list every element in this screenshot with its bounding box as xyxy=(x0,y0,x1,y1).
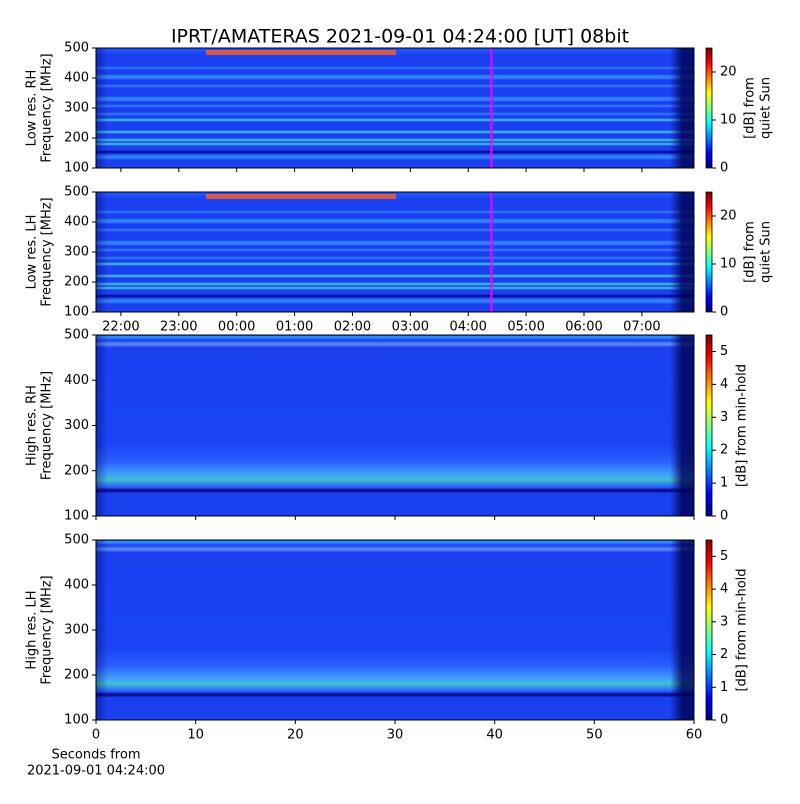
y-tick-label: 400 xyxy=(64,578,89,593)
y-tick-label: 500 xyxy=(64,41,89,56)
colorbar-tick-label: 5 xyxy=(720,549,728,564)
y-axis-label: Low res. LH xyxy=(25,215,40,290)
colorbar-label: quiet Sun xyxy=(759,77,774,139)
spectrogram-edges xyxy=(96,48,694,168)
colorbar-label: [dB] from xyxy=(743,221,758,283)
x-tick-label: 60 xyxy=(686,728,703,743)
colorbar-tick-label: 2 xyxy=(720,647,728,662)
spectrogram-edges xyxy=(96,192,694,312)
colorbar-label: quiet Sun xyxy=(759,221,774,283)
x-tick-label: 02:00 xyxy=(334,320,371,335)
y-axis-label: Frequency [MHz] xyxy=(40,197,55,306)
y-tick-label: 200 xyxy=(64,131,89,146)
colorbar xyxy=(705,334,713,517)
colorbar-tick-label: 20 xyxy=(720,209,737,224)
colorbar xyxy=(705,191,713,313)
x-tick-label: 0 xyxy=(92,728,100,743)
x-tick-label: 01:00 xyxy=(276,320,313,335)
colorbar-tick-label: 1 xyxy=(720,476,728,491)
y-tick-label: 100 xyxy=(64,161,89,176)
y-tick-label: 300 xyxy=(64,418,89,433)
y-tick-label: 100 xyxy=(64,305,89,320)
panel: 100 200 300 400 500 High res. RH Frequency [MH… xyxy=(25,328,750,524)
spectrogram-edges xyxy=(96,540,694,720)
spectrogram-edges xyxy=(96,335,694,516)
y-tick-label: 100 xyxy=(64,509,89,524)
y-tick-label: 300 xyxy=(64,623,89,638)
colorbar-tick-label: 10 xyxy=(720,113,737,128)
colorbar-label: [dB] from min-hold xyxy=(735,568,750,691)
x-tick-label: 50 xyxy=(586,728,603,743)
colorbar xyxy=(705,539,713,721)
y-tick-label: 200 xyxy=(64,668,89,683)
x-tick-label: 07:00 xyxy=(623,320,660,335)
y-tick-label: 500 xyxy=(64,328,89,343)
colorbar-tick-label: 1 xyxy=(720,680,728,695)
x-tick-label: 06:00 xyxy=(565,320,602,335)
colorbar-tick-label: 0 xyxy=(720,713,728,728)
colorbar-tick-label: 0 xyxy=(720,305,728,320)
chart-title: IPRT/AMATERAS 2021-09-01 04:24:00 [UT] 0… xyxy=(171,26,629,48)
colorbar-tick-label: 5 xyxy=(720,344,728,359)
colorbar-tick-label: 20 xyxy=(720,65,737,80)
y-tick-label: 300 xyxy=(64,245,89,260)
colorbar-tick-label: 10 xyxy=(720,257,737,272)
y-tick-label: 500 xyxy=(64,185,89,200)
y-tick-label: 200 xyxy=(64,463,89,478)
y-tick-label: 400 xyxy=(64,373,89,388)
strong-emission xyxy=(206,50,396,55)
y-tick-label: 500 xyxy=(64,533,89,548)
colorbar-label: [dB] from xyxy=(743,77,758,139)
x-tick-label: 00:00 xyxy=(218,320,255,335)
x-tick-label: 05:00 xyxy=(507,320,544,335)
strong-emission xyxy=(206,194,396,199)
y-axis-label: Frequency [MHz] xyxy=(40,53,55,162)
colorbar xyxy=(705,47,713,169)
colorbar-tick-label: 3 xyxy=(720,614,728,629)
colorbar-tick-label: 4 xyxy=(720,377,728,392)
y-axis-label: Frequency [MHz] xyxy=(40,371,55,480)
x-tick-label: 23:00 xyxy=(160,320,197,335)
y-axis-label: High res. RH xyxy=(25,385,40,466)
colorbar-tick-label: 3 xyxy=(720,410,728,425)
x-tick-label: 22:00 xyxy=(102,320,139,335)
x-axis-label: Seconds from xyxy=(51,748,140,763)
y-axis-label: High res. LH xyxy=(25,590,40,669)
y-axis-label: Low res. RH xyxy=(25,70,40,147)
colorbar-tick-label: 0 xyxy=(720,161,728,176)
colorbar-tick-label: 2 xyxy=(720,443,728,458)
colorbar-tick-label: 4 xyxy=(720,582,728,597)
y-tick-label: 400 xyxy=(64,71,89,86)
colorbar-label: [dB] from min-hold xyxy=(735,364,750,487)
x-tick-label: 40 xyxy=(486,728,503,743)
x-tick-label: 20 xyxy=(287,728,304,743)
y-tick-label: 400 xyxy=(64,215,89,230)
y-tick-label: 200 xyxy=(64,275,89,290)
colorbar-tick-label: 0 xyxy=(720,509,728,524)
y-tick-label: 100 xyxy=(64,713,89,728)
x-tick-label: 04:00 xyxy=(449,320,486,335)
x-tick-label: 10 xyxy=(187,728,204,743)
y-axis-label: Frequency [MHz] xyxy=(40,575,55,684)
y-tick-label: 300 xyxy=(64,101,89,116)
x-tick-label: 30 xyxy=(387,728,404,743)
x-tick-label: 03:00 xyxy=(392,320,429,335)
x-axis-label: 2021-09-01 04:24:00 xyxy=(27,764,165,779)
